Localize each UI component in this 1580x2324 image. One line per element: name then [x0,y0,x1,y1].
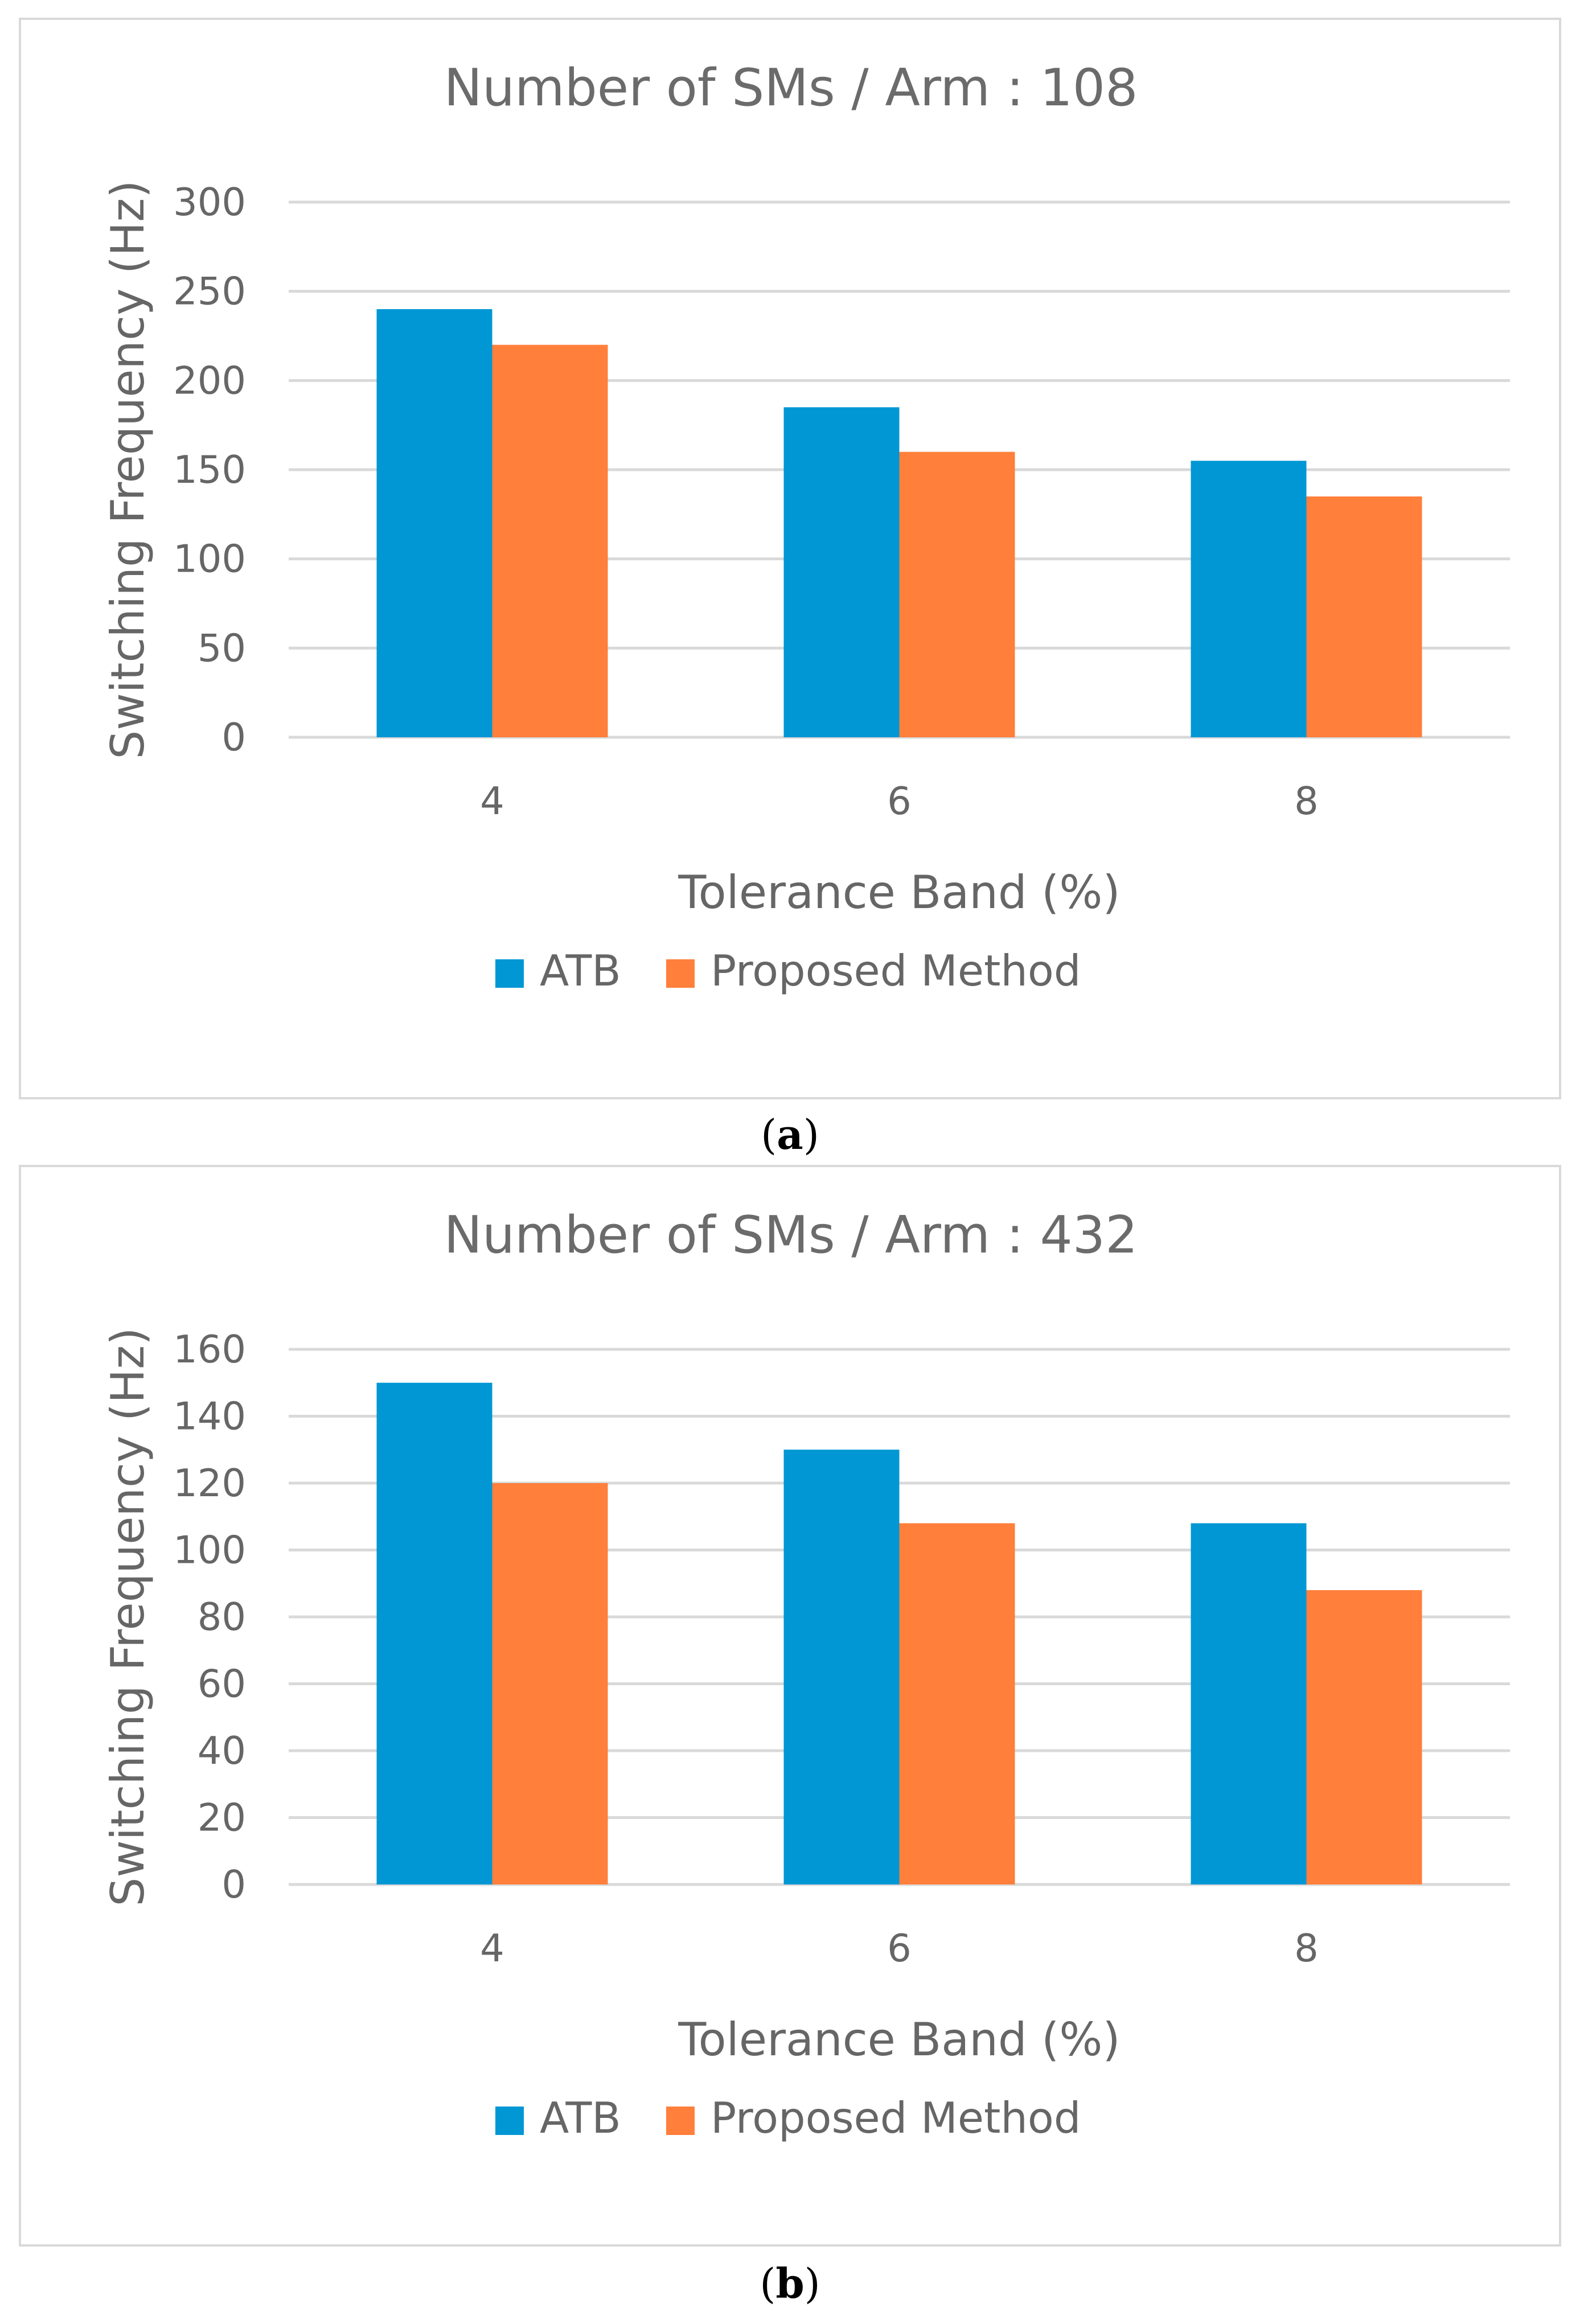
y-tick-label: 150 [173,447,246,492]
y-tick-label: 100 [173,537,246,581]
bar-chart-a: Number of SMs / Arm : 108 0 50 100 150 200 250… [101,58,1510,996]
legend-swatch-proposed-method [666,959,695,988]
legend-swatch-atb [495,959,524,988]
y-tick-label: 60 [198,1662,246,1706]
bar-proposed-method [1306,1590,1422,1884]
legend-swatch-atb [495,2107,524,2135]
y-axis-label: Switching Frequency (Hz) [101,1328,154,1907]
y-tick-label: 200 [173,358,246,403]
chart-panel-a: Number of SMs / Arm : 108 0 50 100 150 200 250… [19,18,1561,1099]
x-tick-label: 4 [480,1926,504,1970]
legend-label-atb: ATB [540,2093,621,2143]
bar-atb [376,309,493,737]
y-tick-label: 300 [173,180,246,224]
bar-proposed-method [1306,496,1422,737]
y-tick-label: 250 [173,269,246,314]
x-tick-label: 6 [887,1926,912,1970]
y-axis-label: Switching Frequency (Hz) [101,180,154,759]
x-tick-label: 8 [1294,779,1319,823]
x-tick-label: 8 [1294,1926,1319,1970]
bar-atb [1191,461,1307,737]
x-axis-label: Tolerance Band (%) [678,2013,1120,2066]
y-tick-label: 160 [173,1327,246,1372]
caption-b: (b) [760,2259,820,2307]
y-tick-label: 40 [198,1728,246,1773]
y-tick-label: 0 [221,1862,246,1907]
y-tick-label: 0 [221,715,246,759]
chart-panel-b: Number of SMs / Arm : 432 0 20 40 60 80 100 120… [19,1165,1561,2247]
y-tick-label: 50 [198,626,246,670]
bar-atb [783,407,900,737]
bar-atb [376,1382,493,1884]
y-tick-label: 120 [173,1461,246,1505]
bar-atb [1191,1523,1307,1884]
x-axis-label: Tolerance Band (%) [678,866,1120,919]
legend-label-proposed-method: Proposed Method [711,2093,1081,2143]
legend-label-proposed-method: Proposed Method [711,946,1081,996]
x-tick-label: 4 [480,779,504,823]
bar-proposed-method [899,451,1015,737]
bar-atb [783,1450,900,1884]
legend-swatch-proposed-method [666,2107,695,2135]
chart-title: Number of SMs / Arm : 108 [444,58,1138,118]
bar-proposed-method [492,344,608,737]
y-tick-label: 140 [173,1394,246,1439]
bar-proposed-method [899,1523,1015,1884]
x-tick-label: 6 [887,779,912,823]
legend-label-atb: ATB [540,946,621,996]
caption-a: (a) [761,1110,819,1159]
y-tick-label: 100 [173,1528,246,1572]
y-tick-label: 20 [198,1796,246,1840]
y-tick-label: 80 [198,1595,246,1639]
chart-title: Number of SMs / Arm : 432 [444,1205,1138,1265]
bar-proposed-method [492,1483,608,1884]
bar-chart-b: Number of SMs / Arm : 432 0 20 40 60 80 100 120… [101,1205,1510,2143]
